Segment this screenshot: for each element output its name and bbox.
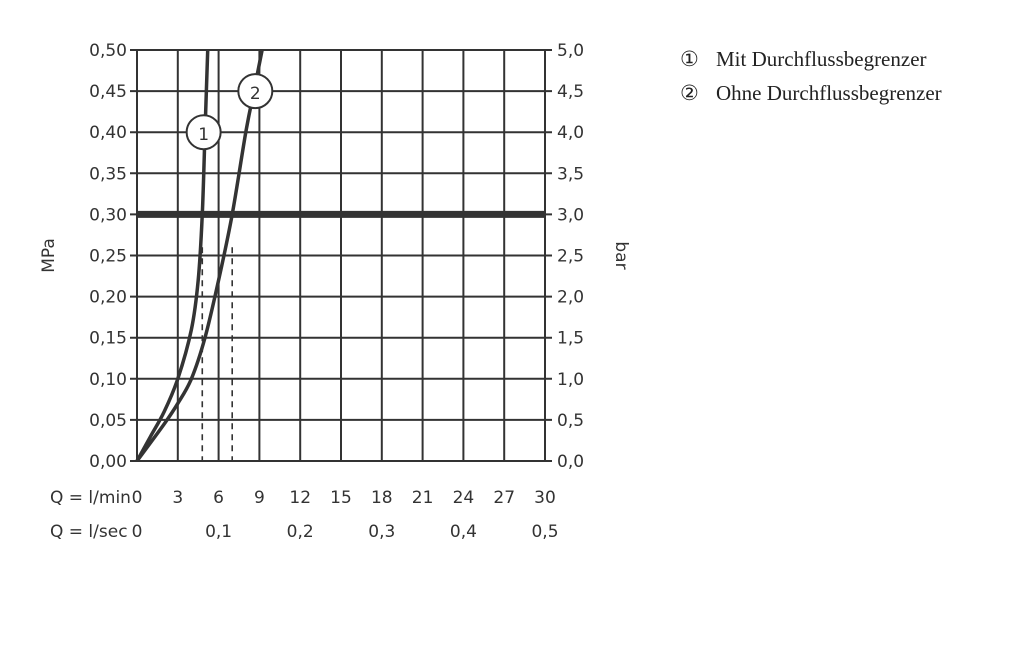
legend-marker: ① — [680, 47, 699, 71]
legend-item-1: ① Mit Durchflussbegrenzer — [680, 46, 956, 72]
legend-text: Mit Durchflussbegrenzer — [716, 47, 927, 71]
y2-tick-label: 2,0 — [557, 288, 584, 308]
series-label-circle — [185, 114, 222, 151]
y2-tick-label: 0,5 — [557, 411, 584, 431]
legend-marker: ② — [680, 81, 699, 105]
y2-tick-label: 3,5 — [557, 164, 584, 184]
series-label: 1 — [198, 125, 209, 145]
x2-tick-label: 0,1 — [205, 522, 232, 542]
series-label-circle — [237, 73, 274, 110]
y-axis-label: MPa — [39, 238, 59, 273]
x-tick-label: 3 — [172, 488, 183, 508]
x2-tick-label: 0 — [132, 522, 143, 542]
x-tick-label: 24 — [453, 488, 475, 508]
series-line-2 — [135, 49, 264, 463]
legend-item-2: ② Ohne Durchflussbegrenzer — [680, 80, 956, 106]
y2-tick-label: 0,0 — [557, 452, 584, 472]
y-tick-label: 0,35 — [89, 164, 127, 184]
x-tick-label: 15 — [330, 488, 352, 508]
y-tick-label: 0,05 — [89, 411, 127, 431]
y-tick-label: 0,20 — [89, 288, 127, 308]
x-tick-label: 18 — [371, 488, 393, 508]
x2-tick-label: 0,4 — [450, 522, 477, 542]
y-tick-label: 0,10 — [89, 370, 127, 390]
y-tick-label: 0,30 — [89, 205, 127, 225]
x-tick-label: 27 — [493, 488, 515, 508]
y2-tick-label: 5,0 — [557, 41, 584, 61]
legend: ① Mit Durchflussbegrenzer ② Ohne Durchfl… — [680, 46, 956, 114]
x-tick-label: 9 — [254, 488, 265, 508]
y2-axis-label: bar — [611, 241, 631, 269]
y2-tick-label: 1,0 — [557, 370, 584, 390]
y-tick-label: 0,15 — [89, 329, 127, 349]
x2-axis-label: Q = l/sec — [50, 522, 128, 542]
y2-tick-label: 3,0 — [557, 205, 584, 225]
x2-tick-label: 0,3 — [368, 522, 395, 542]
y2-tick-label: 4,5 — [557, 82, 584, 102]
x-tick-label: 30 — [534, 488, 556, 508]
series-label: 2 — [250, 84, 261, 104]
y-tick-label: 0,40 — [89, 123, 127, 143]
series-line-1 — [135, 49, 210, 462]
x-tick-label: 12 — [289, 488, 311, 508]
x-axis-label: Q = l/min — [50, 488, 131, 508]
legend-text: Ohne Durchflussbegrenzer — [716, 81, 942, 105]
y2-tick-label: 2,5 — [557, 247, 584, 267]
x2-tick-label: 0,2 — [287, 522, 314, 542]
x2-tick-label: 0,5 — [531, 522, 558, 542]
x-tick-label: 21 — [412, 488, 434, 508]
x-tick-label: 6 — [213, 488, 224, 508]
y-tick-label: 0,25 — [89, 247, 127, 267]
y-tick-label: 0,50 — [89, 41, 127, 61]
y2-tick-label: 1,5 — [557, 329, 584, 349]
y-tick-label: 0,00 — [89, 452, 127, 472]
y2-tick-label: 4,0 — [557, 123, 584, 143]
y-tick-label: 0,45 — [89, 82, 127, 102]
x-tick-label: 0 — [132, 488, 143, 508]
